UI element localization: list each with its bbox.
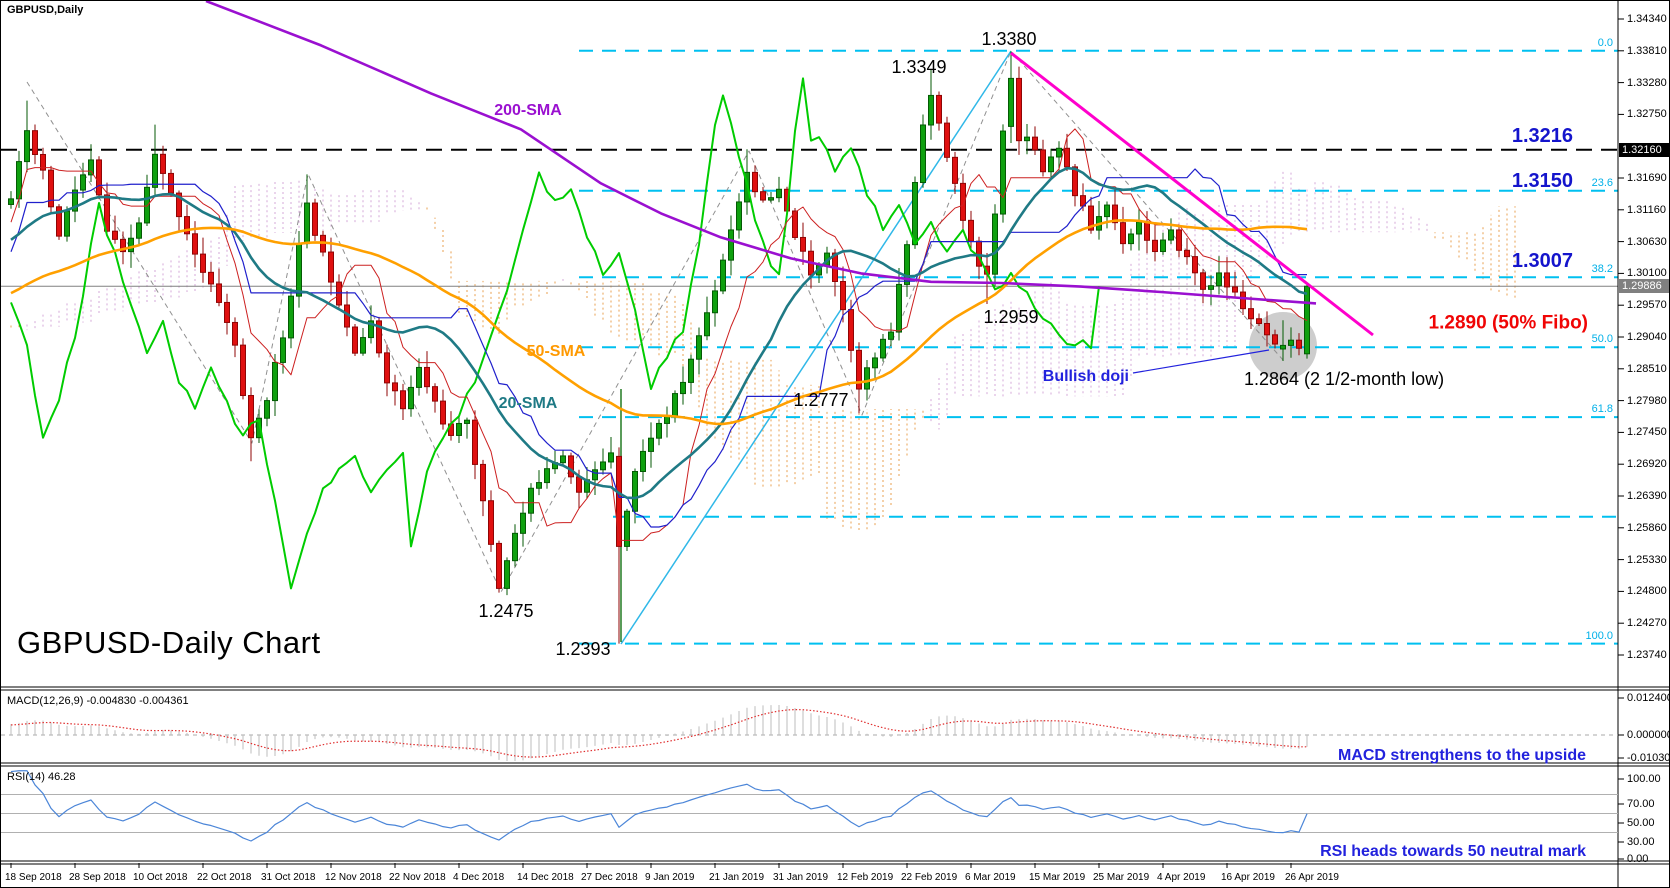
price-tick-label: 1.25860: [1627, 521, 1667, 534]
price-tick-label: 1.30100: [1627, 267, 1667, 280]
price-tick-label: 1.27450: [1627, 426, 1667, 439]
rsi-tick-label: 70.00: [1627, 798, 1655, 810]
price-tick-label: 1.26920: [1627, 458, 1667, 471]
price-tick-label: 1.25330: [1627, 553, 1667, 566]
macd-tick-label: 0.012400: [1627, 692, 1670, 704]
price-tick-label: 1.31160: [1627, 203, 1666, 216]
annotation-high-13380: 1.3380: [981, 29, 1037, 49]
annotation-rsi-note: RSI heads towards 50 neutral mark: [1320, 843, 1586, 860]
date-tick-label: 9 Jan 2019: [645, 872, 695, 883]
sma-200-label: 200-SMA: [494, 102, 562, 119]
annotation-bullish-doji: Bullish doji: [1042, 368, 1129, 385]
date-tick-label: 12 Feb 2019: [837, 872, 894, 883]
date-tick-label: 6 Mar 2019: [965, 872, 1016, 883]
price-tick-label: 1.33280: [1627, 76, 1667, 89]
price-tick-label: 1.24800: [1627, 585, 1667, 598]
rsi-tick-label: 50.00: [1627, 817, 1655, 829]
symbol-timeframe-label: GBPUSD,Daily: [7, 4, 84, 16]
annotation-low-12959: 1.2959: [983, 307, 1039, 327]
price-tick-label: 1.29570: [1627, 299, 1667, 312]
fib-percent-label: 50.0: [1591, 333, 1613, 346]
price-tick-label: 1.31690: [1627, 171, 1667, 184]
date-tick-label: 15 Mar 2019: [1029, 872, 1086, 883]
sma-50-label: 50-SMA: [526, 343, 586, 360]
date-tick-label: 31 Oct 2018: [261, 872, 316, 883]
level-label-13007: 1.3007: [1511, 250, 1573, 272]
level-label-13216: 1.3216: [1511, 125, 1573, 147]
fib-percent-label: 61.8: [1591, 403, 1613, 416]
fib-percent-label: 0.0: [1597, 36, 1613, 49]
price-tick-label: 1.27980: [1627, 394, 1667, 407]
rsi-indicator-label: RSI(14) 46.28: [7, 771, 76, 783]
price-tick-label: 1.32750: [1627, 108, 1667, 121]
sma-20-label: 20-SMA: [498, 395, 558, 412]
date-tick-label: 4 Apr 2019: [1157, 872, 1206, 883]
fib-percent-label: 100.0: [1585, 629, 1613, 642]
date-tick-label: 31 Jan 2019: [773, 872, 829, 883]
fib-percent-label: 23.6: [1591, 176, 1613, 189]
rsi-tick-label: 0.00: [1627, 853, 1649, 865]
chart-title: GBPUSD-Daily Chart: [17, 625, 321, 660]
date-tick-label: 22 Oct 2018: [197, 872, 252, 883]
macd-tick-label: 0.000000: [1627, 729, 1670, 741]
date-tick-label: 18 Sep 2018: [5, 872, 62, 883]
date-tick-label: 28 Sep 2018: [69, 872, 126, 883]
price-tick-label: 1.26390: [1627, 489, 1667, 502]
date-tick-label: 16 Apr 2019: [1221, 872, 1275, 883]
date-tick-label: 14 Dec 2018: [517, 872, 574, 883]
date-tick-label: 21 Jan 2019: [709, 872, 765, 883]
annotation-low-12393: 1.2393: [555, 639, 611, 659]
macd-indicator-label: MACD(12,26,9) -0.004830 -0.004361: [7, 695, 189, 707]
price-tick-label: 1.29040: [1627, 330, 1667, 343]
annotation-low-12475: 1.2475: [478, 601, 534, 621]
date-tick-label: 22 Feb 2019: [901, 872, 958, 883]
rsi-tick-label: 100.00: [1627, 773, 1661, 785]
date-tick-label: 27 Dec 2018: [581, 872, 638, 883]
current-price-box: 1.29886: [1619, 279, 1669, 293]
annotation-low-12777: 1.2777: [793, 390, 849, 410]
date-tick-label: 12 Nov 2018: [325, 872, 382, 883]
level-label-13150: 1.3150: [1511, 170, 1573, 192]
macd-tick-label: -0.010305: [1627, 752, 1670, 764]
price-tick-label: 1.28510: [1627, 362, 1667, 375]
annotation-doji-low: 1.2864 (2 1/2-month low): [1244, 369, 1445, 389]
resistance-price-box: 1.32160: [1619, 143, 1669, 157]
date-tick-label: 10 Oct 2018: [133, 872, 188, 883]
date-tick-label: 4 Dec 2018: [453, 872, 505, 883]
price-tick-label: 1.23740: [1627, 648, 1667, 661]
rsi-tick-label: 30.00: [1627, 836, 1655, 848]
date-tick-label: 25 Mar 2019: [1093, 872, 1150, 883]
annotation-50pct-fibo: 1.2890 (50% Fibo): [1428, 312, 1588, 334]
annotation-macd-note: MACD strengthens to the upside: [1337, 747, 1586, 764]
price-tick-label: 1.30630: [1627, 235, 1667, 248]
price-tick-label: 1.24270: [1627, 617, 1667, 630]
date-tick-label: 22 Nov 2018: [389, 872, 446, 883]
date-tick-label: 26 Apr 2019: [1285, 872, 1339, 883]
annotation-high-13349: 1.3349: [891, 57, 947, 77]
fib-percent-label: 38.2: [1591, 263, 1613, 276]
price-tick-label: 1.34340: [1627, 12, 1667, 25]
price-tick-label: 1.33810: [1627, 44, 1667, 57]
